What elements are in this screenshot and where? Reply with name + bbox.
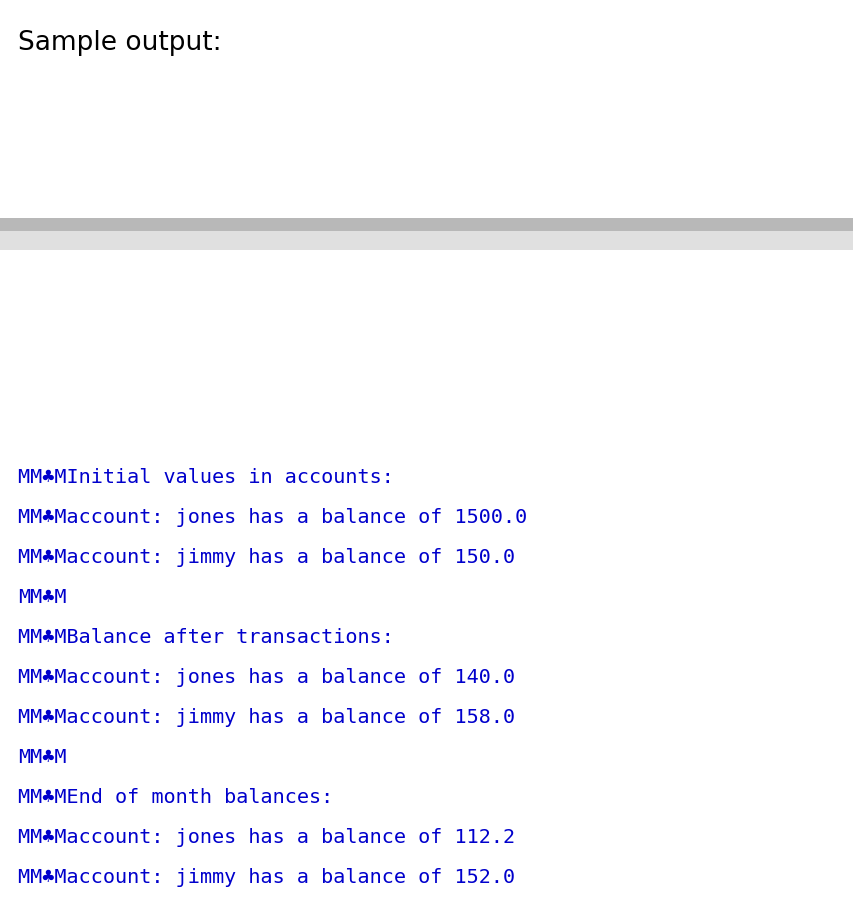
Text: MM♣Maccount: jones has a balance of 140.0: MM♣Maccount: jones has a balance of 140.… [18,668,514,687]
Text: MM♣Maccount: jimmy has a balance of 152.0: MM♣Maccount: jimmy has a balance of 152.… [18,868,514,887]
Text: MM♣Maccount: jones has a balance of 1500.0: MM♣Maccount: jones has a balance of 1500… [18,508,526,527]
Text: MM♣M: MM♣M [18,748,67,767]
FancyBboxPatch shape [0,218,853,250]
Text: MM♣Maccount: jimmy has a balance of 150.0: MM♣Maccount: jimmy has a balance of 150.… [18,548,514,567]
Text: MM♣Maccount: jones has a balance of 112.2: MM♣Maccount: jones has a balance of 112.… [18,828,514,847]
Text: MM♣M: MM♣M [18,588,67,607]
Text: MM♣Maccount: jimmy has a balance of 158.0: MM♣Maccount: jimmy has a balance of 158.… [18,708,514,727]
Text: MM♣MInitial values in accounts:: MM♣MInitial values in accounts: [18,468,393,487]
FancyBboxPatch shape [0,218,853,231]
Text: Sample output:: Sample output: [18,30,222,56]
Text: MM♣MEnd of month balances:: MM♣MEnd of month balances: [18,788,333,807]
Text: MM♣MBalance after transactions:: MM♣MBalance after transactions: [18,628,393,647]
